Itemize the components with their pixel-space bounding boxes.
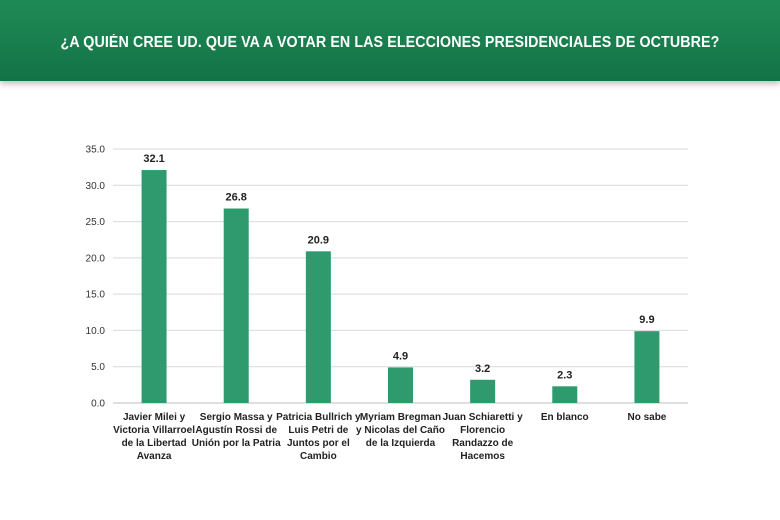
x-category-line: Patricia Bullrich y xyxy=(276,412,361,423)
header-banner: ¿A QUIÉN CREE UD. QUE VA A VOTAR EN LAS … xyxy=(0,0,780,81)
x-category-line: En blanco xyxy=(541,412,589,423)
x-category-line: Cambio xyxy=(300,451,337,462)
x-category-label: En blanco xyxy=(541,412,589,423)
x-category-line: Agustín Rossi de xyxy=(195,425,277,436)
y-tick-label: 25.0 xyxy=(86,217,106,228)
x-category-line: No sabe xyxy=(627,412,666,423)
y-tick-label: 20.0 xyxy=(86,253,106,264)
x-category-line: Avanza xyxy=(137,451,172,462)
x-category-label: Myriam Bregman y Nicolas del Caño de la Iz… xyxy=(356,412,445,449)
data-labels: 32.1 26.8 20.9 4.9 3.2 2.3 9.9 xyxy=(143,153,654,381)
data-label: 26.8 xyxy=(226,192,247,204)
x-category-label: Patricia Bullrich y Luis Petri de Juntos p… xyxy=(276,412,361,462)
bar xyxy=(388,367,413,403)
y-tick-label: 0.0 xyxy=(91,399,105,410)
page-title: ¿A QUIÉN CREE UD. QUE VA A VOTAR EN LAS … xyxy=(60,34,720,51)
x-axis-categories: Javier Milei y Victoria Villarroel de la L… xyxy=(113,412,667,462)
x-category-label: No sabe xyxy=(627,412,666,423)
x-category-line: Randazzo de xyxy=(452,438,514,449)
x-category-line: de la Libertad xyxy=(122,438,187,449)
x-category-line: de la Izquierda xyxy=(366,438,436,449)
y-tick-label: 30.0 xyxy=(86,181,106,192)
data-label: 9.9 xyxy=(639,314,654,326)
y-tick-label: 15.0 xyxy=(86,290,106,301)
data-label: 4.9 xyxy=(393,350,408,362)
x-category-line: Sergio Massa y xyxy=(200,412,273,423)
x-category-line: Myriam Bregman xyxy=(360,412,441,423)
bar xyxy=(141,170,167,403)
x-category-line: y Nicolas del Caño xyxy=(356,425,445,436)
x-category-line: Juntos por el xyxy=(287,438,350,449)
y-tick-label: 10.0 xyxy=(86,326,106,337)
x-category-line: Florencio xyxy=(460,425,505,436)
y-tick-label: 35.0 xyxy=(86,145,106,156)
data-label: 20.9 xyxy=(308,234,329,246)
bar xyxy=(470,379,496,403)
x-category-line: Juan Schiaretti y xyxy=(443,412,523,423)
x-category-label: Juan Schiaretti y Florencio Randazzo de Hac… xyxy=(443,412,523,462)
x-category-label: Javier Milei y Victoria Villarroel de la L… xyxy=(113,412,195,462)
x-category-line: Luis Petri de xyxy=(288,425,348,436)
gridlines xyxy=(113,148,688,404)
y-tick-label: 5.0 xyxy=(91,362,105,373)
x-category-label: Sergio Massa y Agustín Rossi de Unión por … xyxy=(192,412,281,449)
data-label: 2.3 xyxy=(557,369,572,381)
bars xyxy=(141,170,660,403)
x-category-line: Victoria Villarroel xyxy=(113,425,195,436)
bar xyxy=(305,251,331,403)
bar xyxy=(634,331,660,403)
data-label: 32.1 xyxy=(143,153,164,165)
y-axis-ticks: 0.0 5.0 10.0 15.0 20.0 25.0 30.0 35.0 xyxy=(86,145,106,410)
bar xyxy=(552,386,578,403)
data-label: 3.2 xyxy=(475,363,490,375)
x-category-line: Unión por la Patria xyxy=(192,438,281,449)
x-category-line: Javier Milei y xyxy=(123,412,186,423)
bar xyxy=(223,208,249,403)
x-category-line: Hacemos xyxy=(460,451,505,462)
